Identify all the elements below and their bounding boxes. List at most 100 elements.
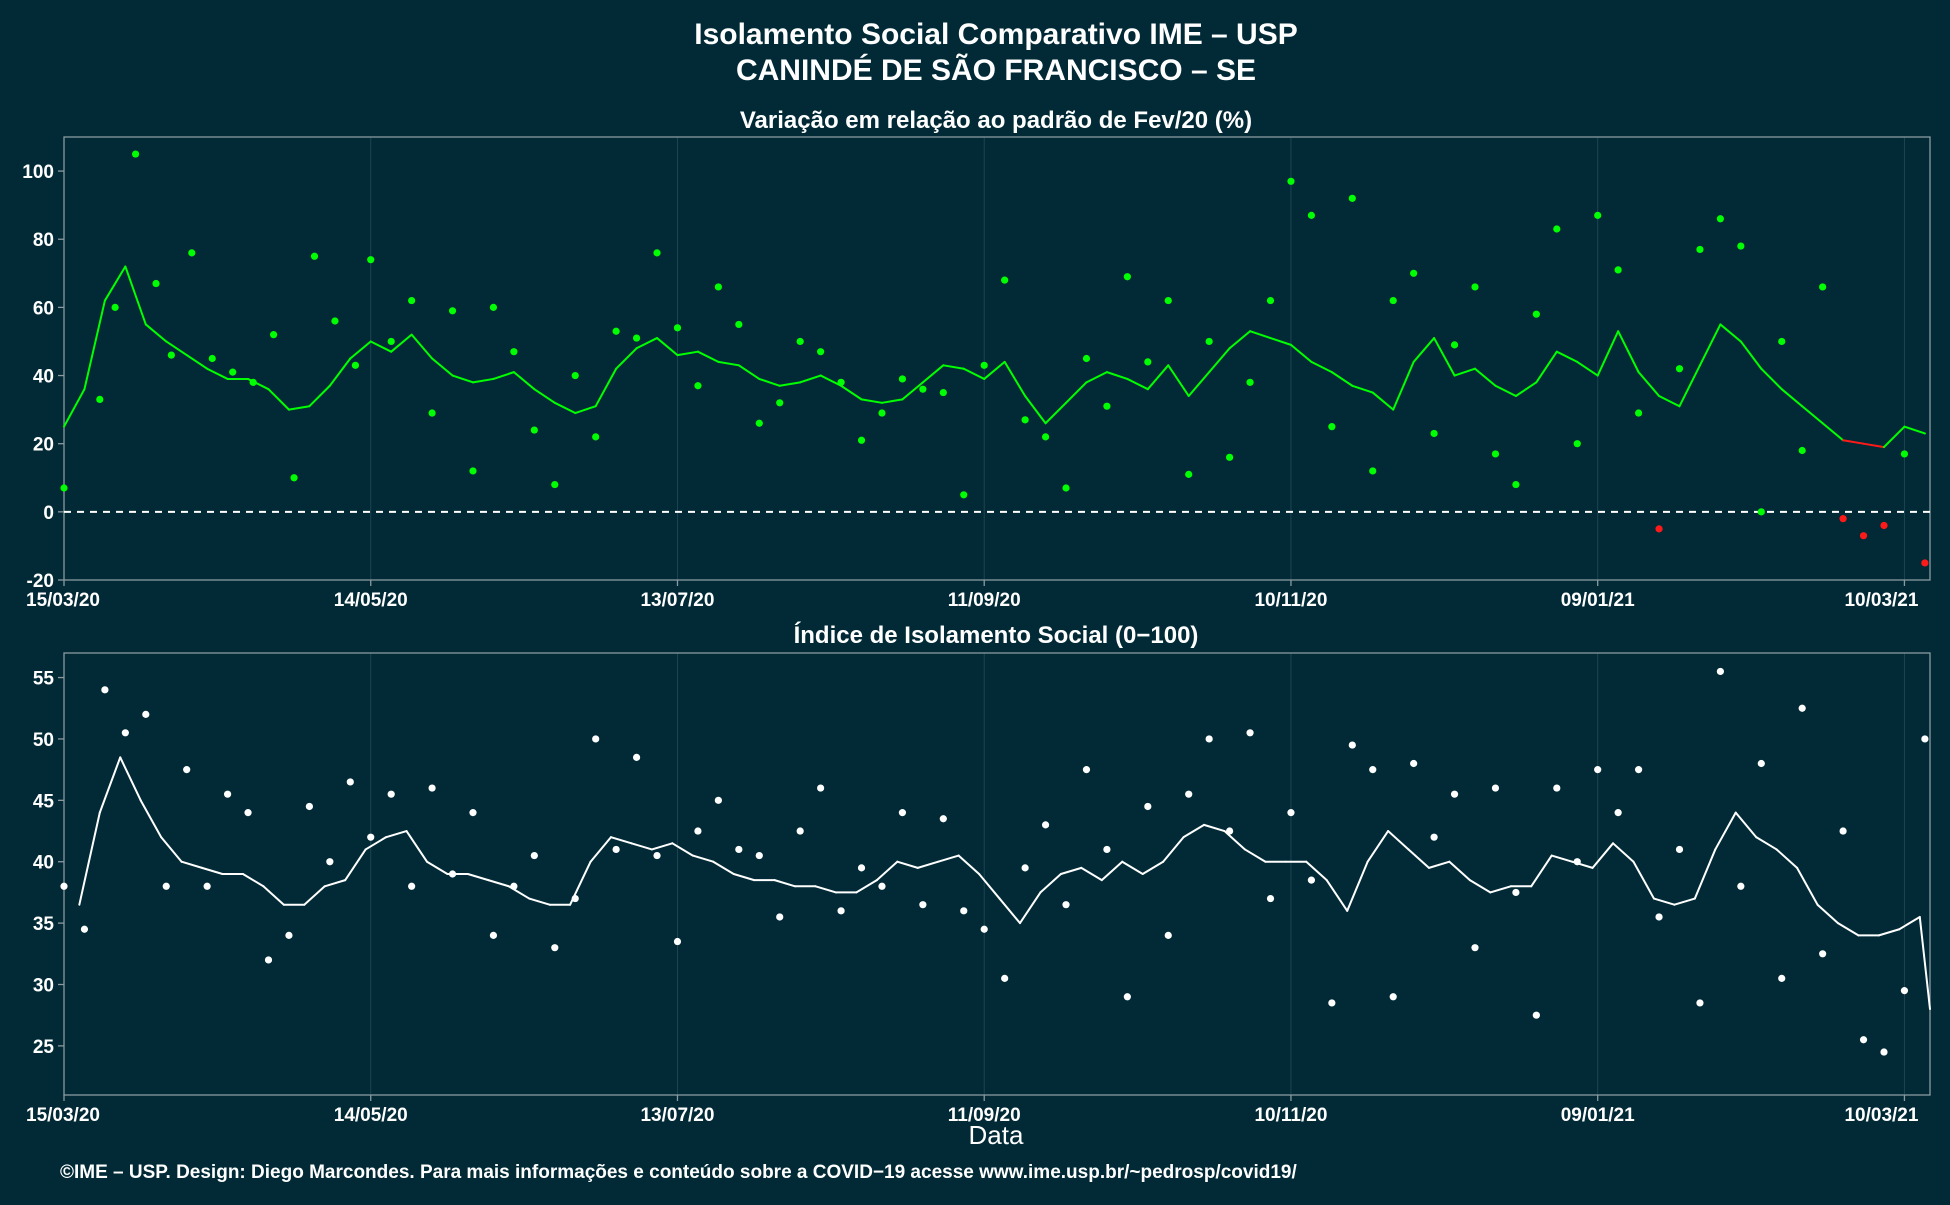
moving-average-segment <box>896 860 919 869</box>
moving-average-segment <box>1775 848 1799 869</box>
moving-average-segment <box>165 340 188 357</box>
moving-average-segment <box>466 873 490 882</box>
moving-average-segment <box>1121 860 1144 875</box>
moving-average-segment <box>1187 371 1211 397</box>
data-point <box>264 956 273 964</box>
data-point <box>980 361 988 369</box>
data-point <box>960 491 968 499</box>
moving-average-segment <box>1433 337 1456 377</box>
moving-average-segment <box>875 860 899 882</box>
moving-average-segment <box>855 879 878 894</box>
moving-average-segment <box>962 367 986 380</box>
data-point <box>1634 409 1643 417</box>
data-point <box>1512 888 1520 897</box>
data-point <box>1798 446 1806 455</box>
data-point <box>1430 429 1438 438</box>
moving-average-segment <box>1085 371 1108 384</box>
moving-average-segment <box>1019 891 1042 925</box>
data-point <box>755 419 763 427</box>
moving-average-segment <box>1591 842 1615 869</box>
data-point <box>1246 378 1254 386</box>
data-point <box>980 925 988 933</box>
data-point <box>673 324 682 332</box>
data-point <box>1205 735 1213 743</box>
data-point <box>571 371 579 380</box>
data-point <box>142 710 150 718</box>
moving-average-segment <box>98 756 122 814</box>
data-point <box>1880 1048 1888 1056</box>
data-point <box>1696 999 1704 1007</box>
x-tick-label: 10/11/20 <box>1254 590 1327 611</box>
data-point <box>229 368 237 376</box>
x-tick-label: 11/09/20 <box>948 590 1021 611</box>
moving-average-segment <box>1003 360 1027 397</box>
moving-average-segment <box>1903 425 1926 435</box>
x-tick-label: 14/05/20 <box>334 1105 408 1126</box>
data-point <box>1859 532 1868 540</box>
data-point <box>612 845 620 854</box>
data-point <box>735 320 743 329</box>
moving-average-segment <box>1862 442 1885 449</box>
moving-average-segment <box>819 374 843 387</box>
moving-average-segment <box>1632 860 1655 900</box>
x-tick-label: 09/01/21 <box>1561 1105 1635 1126</box>
data-point <box>96 395 104 403</box>
moving-average-segment <box>206 367 229 380</box>
moving-average-segment <box>303 885 326 906</box>
moving-average-segment <box>1755 836 1778 851</box>
data-point <box>878 409 886 417</box>
moving-average-segment <box>185 354 209 370</box>
data-point <box>776 399 784 407</box>
x-axis-label: Data <box>969 1120 1024 1150</box>
moving-average-segment <box>691 854 715 863</box>
data-point <box>960 907 968 915</box>
y-tick-label: 25 <box>33 1037 55 1058</box>
data-point <box>1553 225 1561 233</box>
data-point <box>694 827 702 835</box>
y-tick-label: 40 <box>33 853 54 874</box>
moving-average-segment <box>1100 860 1124 882</box>
moving-average-segment <box>410 333 434 360</box>
data-point <box>367 256 375 264</box>
data-point <box>1921 559 1929 567</box>
data-point <box>551 944 559 952</box>
data-point <box>1532 310 1540 318</box>
data-point <box>1103 845 1111 854</box>
moving-average-segment <box>712 860 735 875</box>
moving-average-segment <box>1310 360 1333 374</box>
y-tick-label: 20 <box>33 435 54 456</box>
moving-average-segment <box>160 836 183 863</box>
moving-average-segment <box>1269 337 1292 346</box>
data-point <box>1307 876 1316 884</box>
data-point <box>290 474 298 482</box>
data-point <box>1226 827 1234 835</box>
y-tick-label: 80 <box>33 230 54 251</box>
data-point <box>898 375 907 383</box>
data-point <box>1921 735 1929 743</box>
data-point <box>131 150 140 158</box>
data-point <box>1287 809 1295 817</box>
moving-average-segment <box>1617 330 1640 374</box>
moving-average-segment <box>1494 384 1517 397</box>
y-tick-label: 30 <box>33 976 54 997</box>
data-point <box>387 337 395 346</box>
moving-average-segment <box>1734 811 1758 839</box>
data-point <box>1859 1036 1868 1044</box>
moving-average-segment <box>615 347 638 370</box>
moving-average-segment <box>1719 323 1742 343</box>
moving-average-segment <box>1065 381 1088 404</box>
moving-average-segment <box>1289 343 1313 363</box>
moving-average-segment <box>589 836 613 863</box>
moving-average-segment <box>957 854 981 875</box>
data-point <box>1900 450 1909 458</box>
data-point <box>1369 467 1377 475</box>
data-point <box>448 870 457 878</box>
moving-average-segment <box>1392 360 1415 411</box>
footer-credit: ©IME – USP. Design: Diego Marcondes. Par… <box>60 1162 1297 1183</box>
moving-average-segment <box>553 401 577 415</box>
data-point <box>469 809 477 817</box>
data-point <box>530 426 538 434</box>
data-point <box>1164 296 1172 305</box>
